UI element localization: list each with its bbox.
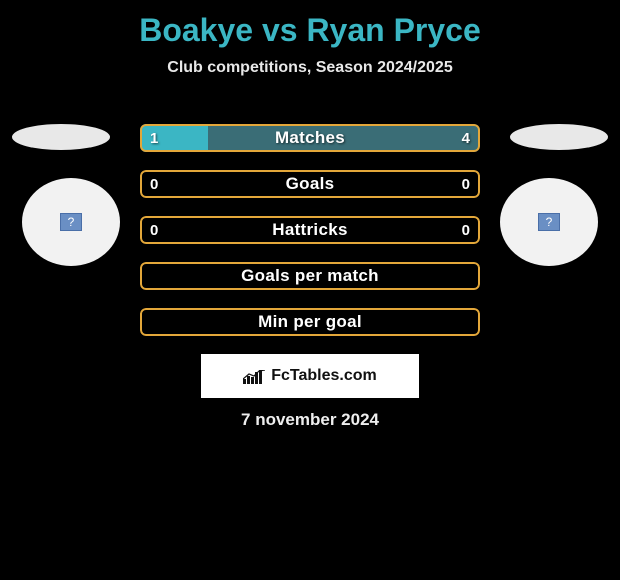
stat-bar: Min per goal xyxy=(140,308,480,336)
stat-bar: Goals per match xyxy=(140,262,480,290)
brand-text: FcTables.com xyxy=(271,367,377,385)
placeholder-icon: ? xyxy=(60,213,82,231)
page-title: Boakye vs Ryan Pryce xyxy=(0,0,620,49)
stat-bar: 00Hattricks xyxy=(140,216,480,244)
bar-label: Min per goal xyxy=(140,308,480,336)
player-avatar-right: ? xyxy=(500,178,598,266)
stat-bars: 14Matches 00Goals 00Hattricks Goals per mat… xyxy=(140,124,480,354)
bar-label: Goals xyxy=(140,170,480,198)
subtitle: Club competitions, Season 2024/2025 xyxy=(0,59,620,77)
club-badge-left xyxy=(12,124,110,150)
date-text: 7 november 2024 xyxy=(0,410,620,430)
brand-badge: FcTables.com xyxy=(201,354,419,398)
brand-chart-icon xyxy=(243,368,265,384)
placeholder-icon: ? xyxy=(538,213,560,231)
player-avatar-left: ? xyxy=(22,178,120,266)
bar-label: Goals per match xyxy=(140,262,480,290)
stat-bar: 00Goals xyxy=(140,170,480,198)
bar-label: Matches xyxy=(140,124,480,152)
club-badge-right xyxy=(510,124,608,150)
bar-label: Hattricks xyxy=(140,216,480,244)
stat-bar: 14Matches xyxy=(140,124,480,152)
